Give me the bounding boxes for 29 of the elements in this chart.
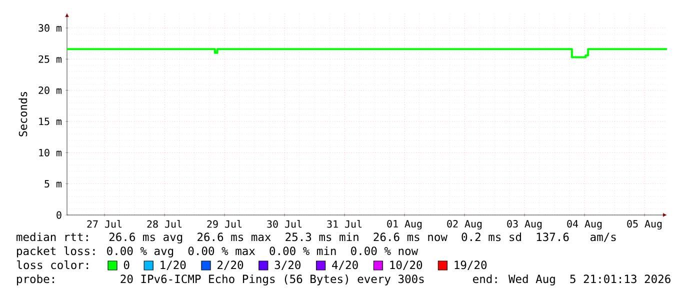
y-tick-label: 5 m	[44, 180, 62, 188]
x-tick-label: 02 Aug	[447, 220, 482, 230]
legend-label: 1/20	[160, 260, 186, 270]
legend-label: 3/20	[274, 260, 300, 270]
x-tick-label: 03 Aug	[507, 220, 542, 230]
x-tick-label: 29 Jul	[207, 220, 242, 228]
legend-label: 19/20	[454, 260, 487, 270]
legend-label: 2/20	[218, 260, 244, 270]
y-axis-title: Seconds	[18, 92, 28, 136]
y-tick-label: 10 m	[39, 148, 62, 156]
text: median rtt: 26.6 ms avg 26.6 ms max 25.3 ms min 26.6 ms now 0.2 ms sd 137.6 am/s	[16, 232, 616, 244]
y-tick-label: 15 m	[39, 118, 62, 126]
x-tick-label: 28 Jul	[147, 220, 182, 228]
y-tick-label: 30 m	[38, 24, 62, 32]
x-tick-label: 05 Aug	[627, 220, 662, 230]
legend-title: loss color:	[17, 260, 88, 270]
x-tick-label: 27 Jul	[87, 220, 122, 228]
y-tick-label: 25 m	[38, 55, 62, 63]
x-tick-label: 01 Aug	[387, 220, 422, 230]
legend-label: 10/20	[390, 260, 422, 270]
legend-label: 4/20	[332, 260, 358, 270]
x-tick-label: 30 Jul	[267, 220, 302, 228]
y-tick-label: 0	[56, 211, 62, 219]
text: probe: 20 IPv6-ICMP Echo Pings (56 Bytes) every 300s end: Wed Aug 5 21:01:13 2026	[17, 274, 670, 286]
text: packet loss: 0.00 % avg 0.00 % max 0.00 % min 0.00 % now	[17, 246, 418, 258]
x-tick-label: 31 Jul	[327, 220, 362, 228]
legend-label: 0	[124, 260, 130, 270]
y-tick-label: 20 m	[38, 86, 62, 94]
x-tick-label: 04 Aug	[567, 220, 602, 230]
